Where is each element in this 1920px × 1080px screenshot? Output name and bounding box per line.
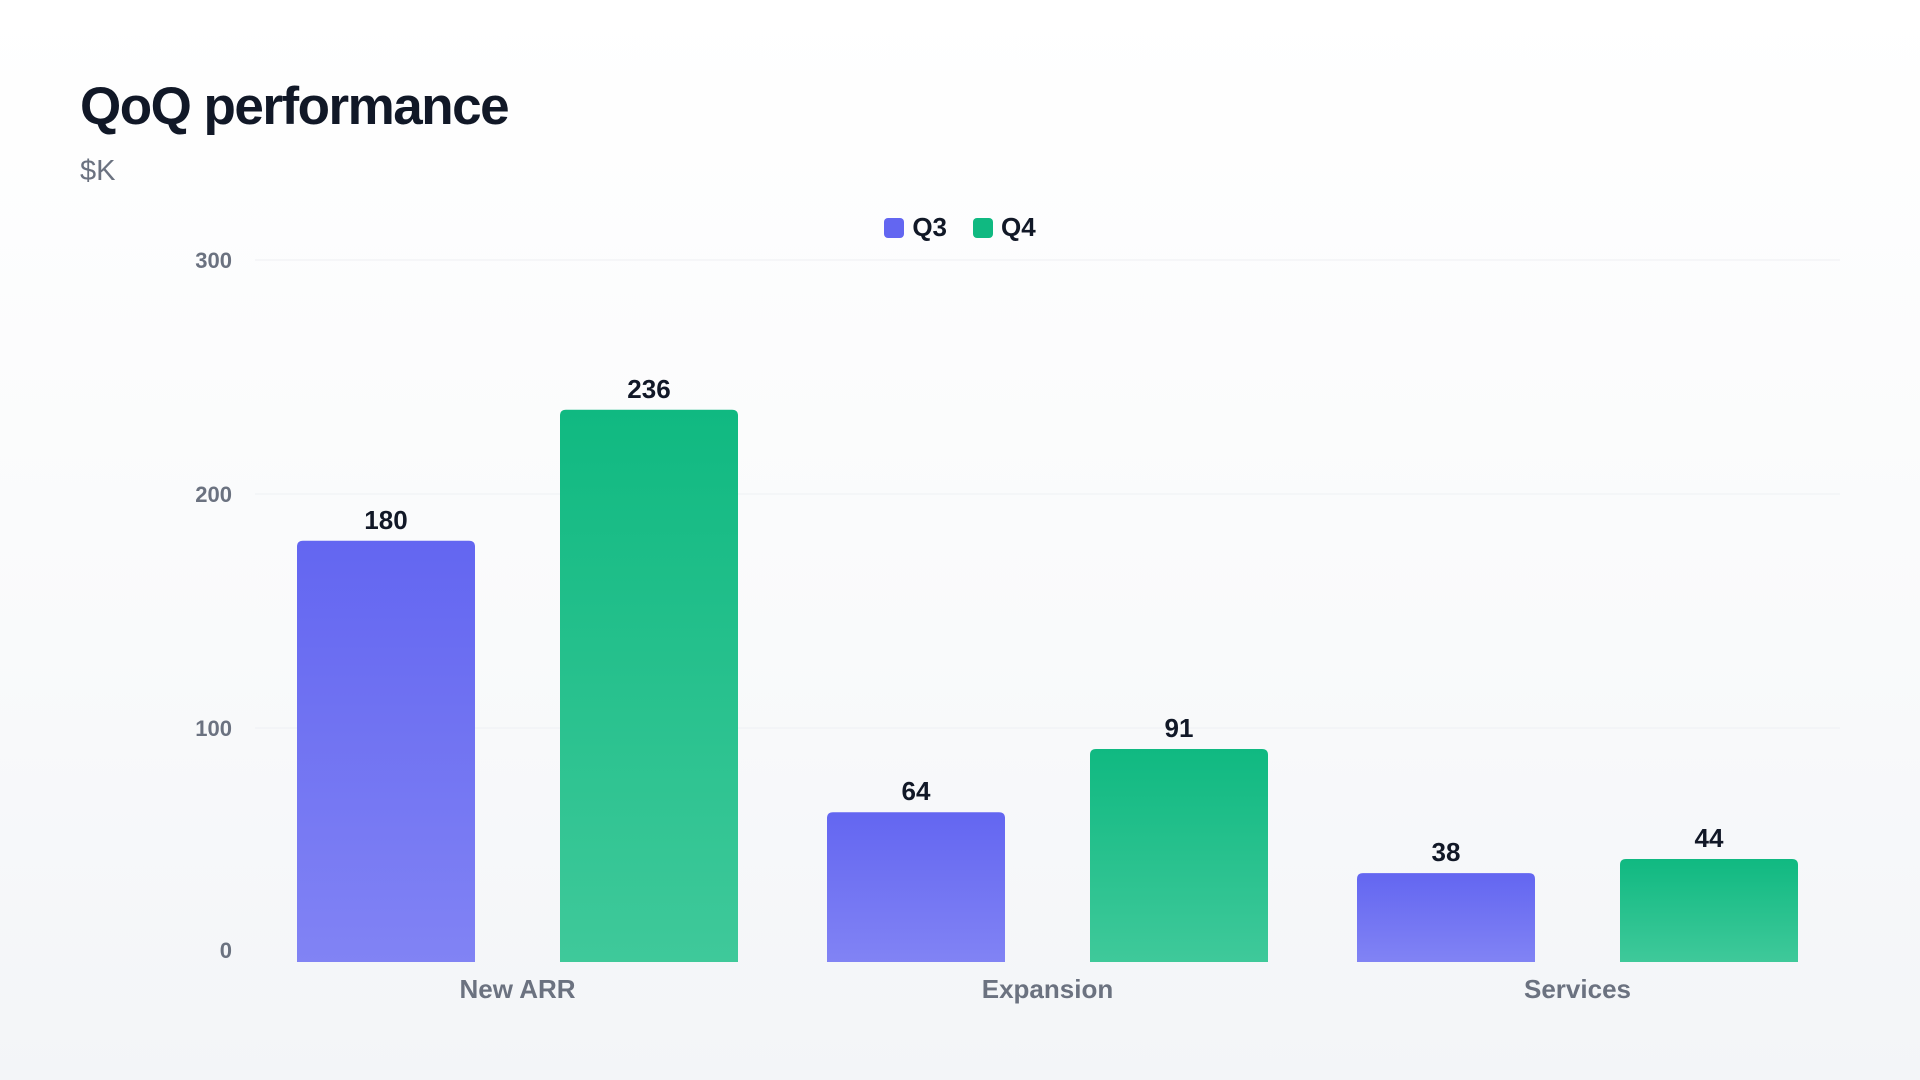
bar-q4-services: [1620, 859, 1798, 962]
y-tick-label-0: 0: [220, 938, 232, 963]
x-category-label-new-arr: New ARR: [459, 974, 575, 1004]
data-label-q4-services: 44: [1695, 823, 1724, 853]
bar-q3-services: [1357, 873, 1535, 962]
chart-subtitle-unit: $K: [80, 155, 116, 187]
legend-item-q4: Q4: [973, 212, 1036, 243]
grid-lines: [255, 259, 1840, 729]
bar-q3-expansion: [827, 812, 1005, 962]
y-tick-label-300: 300: [195, 248, 232, 273]
data-label-q3-new-arr: 180: [364, 505, 407, 535]
x-category-label-expansion: Expansion: [982, 974, 1113, 1004]
data-labels: 180 236 64 91 38 44: [364, 374, 1724, 867]
data-label-q3-expansion: 64: [902, 776, 931, 806]
data-label-q4-expansion: 91: [1165, 713, 1194, 743]
chart-title: QoQ performance: [80, 77, 510, 136]
y-tick-label-100: 100: [195, 716, 232, 741]
legend-item-q3: Q3: [884, 212, 947, 243]
bars: [297, 409, 1798, 962]
x-axis-category-labels: New ARR Expansion Services: [459, 974, 1631, 1004]
data-label-q4-new-arr: 236: [627, 374, 670, 404]
data-label-q3-services: 38: [1432, 837, 1461, 867]
bar-q4-new-arr: [560, 409, 738, 962]
bar-q3-new-arr: [297, 540, 475, 962]
legend-label-q3: Q3: [912, 212, 947, 242]
legend-swatch-q4: [973, 217, 993, 238]
legend-swatch-q3: [884, 217, 905, 238]
bar-q4-expansion: [1090, 749, 1268, 962]
legend-label-q4: Q4: [1001, 212, 1036, 242]
chart-legend: Q3 Q4: [0, 212, 1920, 243]
y-tick-label-200: 200: [195, 482, 232, 507]
y-axis-tick-labels: 0 100 200 300: [195, 248, 232, 963]
x-category-label-services: Services: [1524, 974, 1631, 1004]
